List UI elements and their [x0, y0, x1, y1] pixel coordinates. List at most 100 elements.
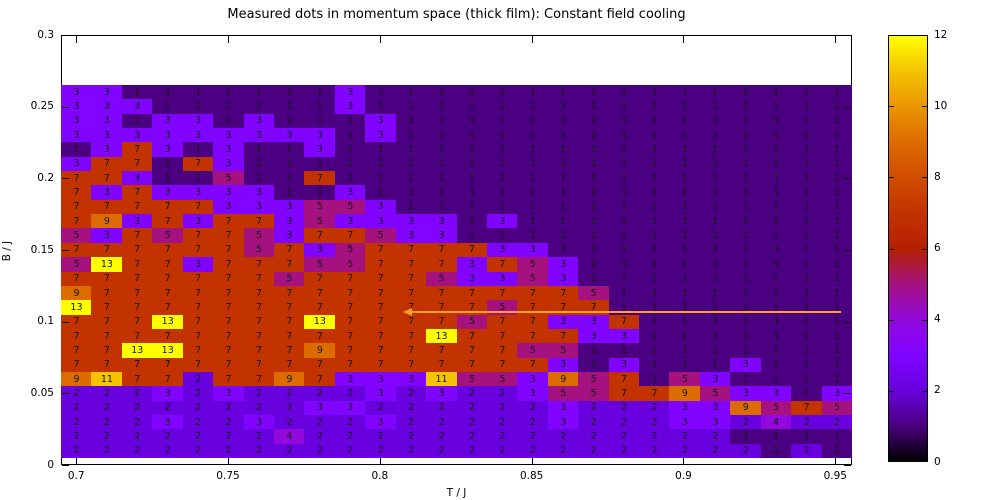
heatmap-cell: 1: [578, 171, 610, 186]
heatmap-cell: 1: [517, 185, 549, 201]
heatmap-cell: 1: [639, 171, 670, 186]
heatmap-cell: 5: [304, 257, 336, 272]
heatmap-cell: 2: [273, 400, 305, 416]
heatmap-cell: 7: [334, 271, 366, 287]
heatmap-cell: 2: [304, 429, 336, 445]
heatmap-cell: 7: [182, 343, 214, 359]
heatmap-cell: 1: [547, 156, 579, 172]
heatmap-cell: 3: [61, 156, 92, 172]
heatmap-cell: 7: [213, 314, 245, 330]
heatmap-cell: 3: [213, 185, 245, 201]
heatmap-cell: 1: [821, 257, 853, 272]
heatmap-cell: 7: [426, 285, 457, 301]
heatmap-cell: 2: [152, 429, 184, 445]
heatmap-cell: 1: [608, 128, 640, 143]
heatmap-cell: 2: [699, 429, 731, 445]
heatmap-cell: 1: [547, 185, 579, 201]
heatmap-cell: 2: [821, 414, 853, 430]
heatmap-cell: 9: [91, 214, 123, 229]
heatmap-cell: 5: [699, 386, 731, 402]
heatmap-cell: 1: [730, 85, 762, 100]
heatmap-cell: 1: [699, 142, 731, 158]
heatmap-cell: 1: [730, 214, 762, 229]
heatmap-cell: 1: [426, 113, 457, 129]
heatmap-cell: 1: [821, 142, 853, 158]
heatmap-cell: 1: [821, 199, 853, 215]
heatmap-cell: 1: [395, 142, 427, 158]
heatmap-cell: 2: [61, 400, 92, 416]
heatmap-cell: 1: [639, 328, 670, 344]
heatmap-cell: 2: [304, 414, 336, 430]
heatmap-cell: 5: [578, 285, 610, 301]
heatmap-cell: 1: [639, 271, 670, 287]
heatmap-cell: 5: [152, 228, 184, 244]
heatmap-cell: 1: [547, 242, 579, 258]
heatmap-cell: 1: [669, 185, 701, 201]
heatmap-cell: 1: [608, 228, 640, 244]
heatmap-cell: 1: [730, 228, 762, 244]
heatmap-cell: 1: [395, 199, 427, 215]
heatmap-cell: 1: [456, 171, 488, 186]
y-axis-tick: [62, 393, 69, 395]
heatmap-cell: 1: [669, 314, 701, 330]
heatmap-cell: 7: [608, 371, 640, 387]
heatmap-cell: 7: [121, 199, 153, 215]
heatmap-cell: 7: [213, 257, 245, 272]
heatmap-cell: 2: [121, 400, 153, 416]
heatmap-cell: 2: [608, 429, 640, 445]
heatmap-cell: 5: [304, 199, 336, 215]
heatmap-cell: 2: [121, 443, 153, 459]
heatmap-cell: 7: [121, 314, 153, 330]
heatmap-cell: 1: [152, 85, 184, 100]
heatmap-cell: 5: [821, 400, 853, 416]
heatmap-cell: 1: [669, 228, 701, 244]
heatmap-cell: 7: [486, 314, 518, 330]
heatmap-cell: 3: [91, 228, 123, 244]
x-axis-tick-label: 0.7: [67, 470, 85, 482]
heatmap-cell: 1: [639, 257, 670, 272]
heatmap-cell: 7: [395, 343, 427, 359]
heatmap-cell: 7: [91, 314, 123, 330]
heatmap-cell: 13: [121, 343, 153, 359]
heatmap-cell: 1: [456, 113, 488, 129]
heatmap-cell: 3: [365, 214, 397, 229]
heatmap-cell: 1: [426, 199, 457, 215]
heatmap-cell: 7: [182, 285, 214, 301]
x-axis-tick-mirror: [228, 36, 229, 43]
heatmap-cell: 7: [91, 242, 123, 258]
heatmap-cell: 3: [121, 171, 153, 186]
heatmap-cell: 7: [273, 343, 305, 359]
heatmap-cell: 3: [547, 271, 579, 287]
heatmap-cell: 2: [182, 443, 214, 459]
heatmap-cell: 1: [426, 99, 457, 115]
heatmap-cell: 7: [426, 357, 457, 373]
heatmap-cell: 2: [334, 443, 366, 459]
y-axis-tick: [62, 465, 69, 466]
heatmap-cell: 1: [152, 156, 184, 172]
heatmap-cell: 1: [699, 271, 731, 287]
heatmap-cell: 1: [639, 300, 670, 316]
heatmap-cell: 3: [395, 214, 427, 229]
heatmap-cell: 7: [121, 228, 153, 244]
heatmap-cell: 2: [182, 429, 214, 445]
heatmap-cell: 1: [639, 214, 670, 229]
heatmap-cell: 1: [730, 99, 762, 115]
heatmap-cell: 1: [821, 300, 853, 316]
heatmap-cell: 7: [152, 371, 184, 387]
heatmap-cell: 3: [61, 128, 92, 143]
heatmap-cell: 3: [334, 185, 366, 201]
heatmap-cell: 4: [273, 429, 305, 445]
heatmap-cell: 7: [152, 271, 184, 287]
y-axis-tick-mirror: [844, 321, 851, 323]
heatmap-cell: 1: [578, 271, 610, 287]
heatmap-cell: 1: [791, 128, 823, 143]
heatmap-cell: 1: [486, 99, 518, 115]
heatmap-cell: 3: [213, 199, 245, 215]
y-axis-tick: [62, 321, 69, 323]
heatmap-cell: 1: [669, 199, 701, 215]
heatmap-cell: 7: [486, 285, 518, 301]
heatmap-cell: 1: [334, 142, 366, 158]
heatmap-cell: 7: [213, 271, 245, 287]
heatmap-cell: 1: [669, 85, 701, 100]
heatmap-cell: 2: [426, 400, 457, 416]
